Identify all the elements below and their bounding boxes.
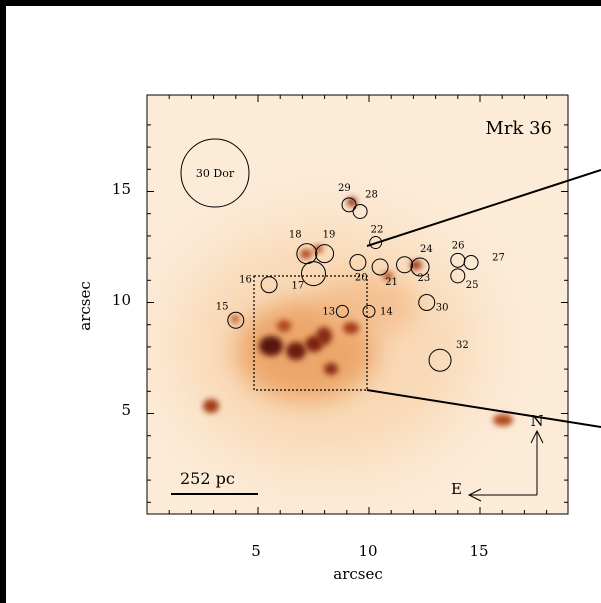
source-label-24: 24 xyxy=(420,244,433,255)
source-circle-23 xyxy=(396,256,414,274)
source-label-13: 13 xyxy=(322,306,335,317)
source-circle-16 xyxy=(260,276,278,294)
y-tick-label: 15 xyxy=(112,180,131,198)
x-tick-label: 5 xyxy=(251,542,261,560)
galaxy-image xyxy=(147,95,568,514)
east-arrowhead xyxy=(467,488,482,502)
plot-frame xyxy=(146,94,569,515)
source-label-29: 29 xyxy=(338,183,351,194)
compass-east-label: E xyxy=(451,480,462,498)
source-circle-13 xyxy=(335,304,349,318)
source-circle-15 xyxy=(227,311,245,329)
scale-bar-label: 252 pc xyxy=(180,469,235,488)
source-circle-22 xyxy=(369,236,383,250)
y-tick-label: 5 xyxy=(121,401,131,419)
zoom-line-bottom xyxy=(366,389,601,428)
x-tick-label: 10 xyxy=(358,542,377,560)
compass: N E xyxy=(451,412,544,502)
x-tick-label: 15 xyxy=(469,542,488,560)
y-tick-label: 10 xyxy=(112,291,131,309)
source-circle-28 xyxy=(352,203,368,219)
x-axis: 5 10 15 arcsec xyxy=(251,542,488,583)
astronomical-image-figure: Mrk 36 30 Dor 13 14 15 16 17 18 19 20 21 22 23 24 25… xyxy=(76,94,601,583)
source-label-20: 20 xyxy=(355,273,368,284)
source-label-19: 19 xyxy=(323,230,336,241)
source-label-28: 28 xyxy=(365,189,378,200)
source-label-22: 22 xyxy=(371,225,384,236)
source-label-30: 30 xyxy=(436,303,449,314)
source-label-14: 14 xyxy=(380,306,393,317)
source-label-27: 27 xyxy=(492,253,505,264)
source-circle-30 xyxy=(418,294,436,311)
source-label-17: 17 xyxy=(292,281,305,292)
zoom-box xyxy=(253,275,368,391)
y-axis-label: arcsec xyxy=(76,281,94,331)
source-circle-20 xyxy=(349,254,367,272)
source-circle-19 xyxy=(315,244,335,264)
zoom-line-top xyxy=(366,169,601,247)
x-axis-label: arcsec xyxy=(333,565,383,583)
source-circle-24 xyxy=(410,257,430,277)
source-circle-29 xyxy=(341,197,357,213)
image-title: Mrk 36 xyxy=(485,118,552,139)
north-arrowhead xyxy=(530,429,544,444)
source-circle-14 xyxy=(362,304,376,318)
source-circle-32 xyxy=(428,348,452,372)
source-circle-27 xyxy=(463,255,479,271)
source-label-15: 15 xyxy=(216,301,229,312)
source-label-32: 32 xyxy=(456,340,469,351)
source-label-26: 26 xyxy=(452,240,465,251)
source-label-23: 23 xyxy=(418,273,431,284)
30-dor-label: 30 Dor xyxy=(196,167,235,180)
source-label-18: 18 xyxy=(289,230,302,241)
axis-tick-marks xyxy=(147,95,568,514)
figure-panel: Mrk 36 30 Dor 13 14 15 16 17 18 19 20 21 22 23 24 25… xyxy=(6,6,601,603)
y-axis: 5 10 15 arcsec xyxy=(76,180,131,419)
source-label-25: 25 xyxy=(466,280,479,291)
source-label-16: 16 xyxy=(239,275,252,286)
source-markers: 13 14 15 16 17 18 19 20 21 22 23 24 25 26 27 28 29 30 32 xyxy=(216,183,505,372)
compass-north-label: N xyxy=(530,412,543,430)
source-circle-21 xyxy=(371,258,389,276)
source-circle-25 xyxy=(450,268,466,284)
30-dor-reference-circle xyxy=(180,138,250,208)
source-circle-18 xyxy=(296,243,318,265)
source-label-21: 21 xyxy=(385,277,398,288)
